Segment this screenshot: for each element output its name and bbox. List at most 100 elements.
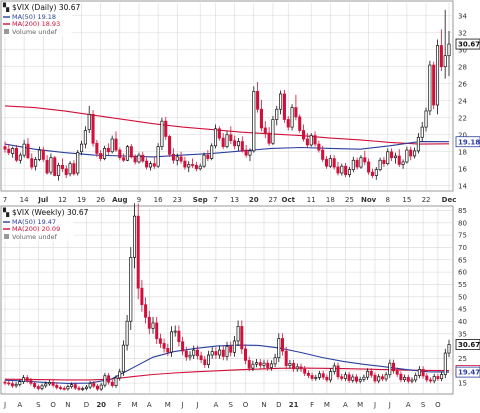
weekly-candle-body xyxy=(18,381,22,385)
weekly-candle-body xyxy=(70,384,74,387)
daily-candle-body xyxy=(328,158,332,167)
weekly-candle-body xyxy=(88,383,92,388)
weekly-candle-body xyxy=(184,350,188,358)
weekly-candle-body xyxy=(295,366,299,370)
daily-candle-body xyxy=(286,119,290,128)
weekly-candle-body xyxy=(303,368,307,374)
daily-candle-body xyxy=(267,132,271,144)
daily-candle-body xyxy=(183,160,187,168)
daily-price-badge: 19.18 xyxy=(455,136,480,148)
weekly-candle-body xyxy=(299,366,303,370)
daily-candle-body xyxy=(187,164,191,168)
daily-candle xyxy=(355,157,359,170)
weekly-candle-body xyxy=(380,376,384,380)
weekly-candle xyxy=(384,371,388,382)
daily-candle xyxy=(3,141,7,153)
weekly-candle xyxy=(336,362,340,380)
daily-candle xyxy=(14,144,19,162)
daily-candle-body xyxy=(271,119,275,144)
weekly-candle-body xyxy=(347,374,351,381)
weekly-candle xyxy=(232,335,236,357)
daily-candle xyxy=(382,156,386,168)
weekly-candle-body xyxy=(192,349,196,356)
weekly-candle-body xyxy=(395,370,399,375)
daily-y-tick-label: 16 xyxy=(458,165,467,173)
daily-y-tick-label: 32 xyxy=(458,29,467,37)
daily-candle xyxy=(30,153,34,170)
daily-candle xyxy=(156,143,160,168)
weekly-candle xyxy=(318,370,321,380)
weekly-candle-body xyxy=(195,349,199,357)
daily-candle xyxy=(7,144,11,156)
daily-candle-body xyxy=(435,45,440,106)
weekly-y-tick-label: 75 xyxy=(458,232,467,240)
weekly-candle-body xyxy=(207,354,210,365)
weekly-candle-body xyxy=(221,349,225,357)
weekly-x-tick-label: J xyxy=(195,401,198,409)
daily-x-tick-label: 16 xyxy=(154,196,163,204)
weekly-candle-body xyxy=(77,387,81,390)
weekly-candle-body xyxy=(40,385,44,389)
weekly-x-tick-label: N xyxy=(65,401,70,409)
daily-candle xyxy=(11,146,15,158)
daily-y-tick-label: 30 xyxy=(458,46,467,54)
weekly-candle xyxy=(207,350,210,369)
daily-candle xyxy=(125,144,130,162)
weekly-grid xyxy=(2,208,452,393)
daily-candle-body xyxy=(363,157,367,163)
daily-candle xyxy=(106,143,110,156)
weekly-candle-body xyxy=(99,384,103,390)
weekly-candle xyxy=(62,386,66,391)
weekly-candle xyxy=(347,371,351,383)
weekly-candle xyxy=(403,374,407,382)
weekly-candle xyxy=(303,365,307,377)
daily-badge-frame xyxy=(455,136,480,148)
weekly-candle xyxy=(84,384,88,391)
daily-candle-body xyxy=(344,165,348,176)
daily-candle-body xyxy=(236,141,241,147)
weekly-candle xyxy=(121,340,125,376)
daily-candle xyxy=(68,161,72,177)
weekly-candle xyxy=(251,360,255,372)
weekly-candle-body xyxy=(343,374,347,379)
weekly-candle-body xyxy=(314,377,318,379)
weekly-x-tick-label: J xyxy=(373,401,376,409)
daily-candle xyxy=(447,31,451,77)
weekly-candle-body xyxy=(3,381,7,384)
weekly-candle-body xyxy=(84,386,88,389)
daily-candle xyxy=(428,60,432,116)
weekly-y-tick-label: 85 xyxy=(458,207,467,215)
weekly-chart-panel: 152025303540455055606570758085 JASOND20F… xyxy=(0,203,480,409)
weekly-legend-box xyxy=(2,207,74,241)
weekly-candle-body xyxy=(10,383,14,387)
weekly-candle xyxy=(7,380,11,386)
weekly-candle-body xyxy=(44,383,48,387)
daily-candle xyxy=(370,168,374,179)
weekly-candle xyxy=(144,297,148,324)
daily-candle xyxy=(298,114,302,134)
daily-candle-body xyxy=(53,157,57,176)
daily-candle-body xyxy=(252,91,256,152)
weekly-candle xyxy=(118,368,122,381)
weekly-legend-ma200: MA(200) 20.09 xyxy=(12,225,60,233)
weekly-candle-body xyxy=(388,362,392,376)
weekly-candle xyxy=(440,371,444,382)
daily-candle-body xyxy=(302,130,306,140)
daily-candle-body xyxy=(210,145,214,159)
daily-candle xyxy=(191,158,195,168)
weekly-candle xyxy=(310,372,314,381)
daily-candle xyxy=(378,157,382,172)
daily-x-tick-label: Sep xyxy=(193,196,208,204)
weekly-candle-body xyxy=(366,370,370,378)
weekly-candle xyxy=(44,381,48,388)
weekly-candle xyxy=(181,336,185,356)
daily-candle-body xyxy=(179,156,183,162)
daily-candle-body xyxy=(248,150,252,156)
daily-candle-body xyxy=(137,154,141,163)
weekly-candle-body xyxy=(158,338,162,344)
daily-candle xyxy=(221,133,225,150)
daily-candle xyxy=(248,148,252,162)
daily-y-tick-label: 18 xyxy=(458,148,467,156)
daily-candle-body xyxy=(26,143,30,159)
weekly-y-tick-label: 80 xyxy=(458,219,467,227)
